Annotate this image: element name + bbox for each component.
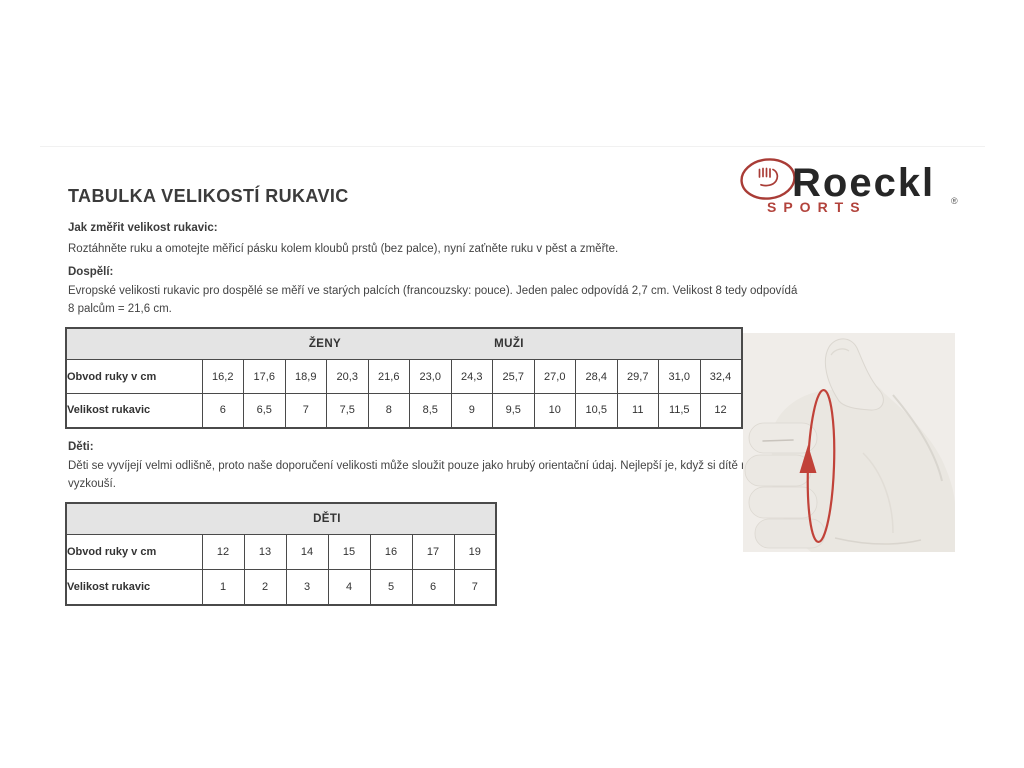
row-label-circumference: Obvod ruky v cm bbox=[65, 534, 203, 570]
adult-size-value: 12 bbox=[699, 393, 743, 428]
child-circumference-value: 14 bbox=[285, 534, 329, 570]
children-size-row: Velikost rukavic 1 2 3 4 5 6 7 bbox=[65, 569, 497, 605]
row-label-glove-size: Velikost rukavic bbox=[65, 393, 203, 428]
adult-circumference-value: 27,0 bbox=[533, 359, 576, 394]
adult-circumference-value: 20,3 bbox=[326, 359, 369, 394]
children-heading: Děti: bbox=[68, 441, 94, 453]
adult-size-value: 7,5 bbox=[326, 393, 369, 428]
sports-subtitle-text: SPORTS bbox=[767, 199, 867, 215]
men-group-label: MUŽI bbox=[494, 338, 524, 350]
children-circumference-row: Obvod ruky v cm 12 13 14 15 16 17 19 bbox=[65, 534, 497, 570]
women-group-label: ŽENY bbox=[308, 338, 342, 350]
row-label-glove-size: Velikost rukavic bbox=[65, 569, 203, 605]
adult-circumference-value: 17,6 bbox=[243, 359, 286, 394]
child-size-value: 3 bbox=[285, 569, 329, 605]
adult-size-value: 6 bbox=[201, 393, 244, 428]
adult-circumference-value: 18,9 bbox=[284, 359, 327, 394]
adult-circumference-value: 31,0 bbox=[658, 359, 701, 394]
children-text-line1: Děti se vyvíjejí velmi odlišně, proto na… bbox=[68, 460, 784, 472]
child-size-value: 1 bbox=[201, 569, 245, 605]
child-size-value: 6 bbox=[411, 569, 455, 605]
adult-circumference-value: 16,2 bbox=[201, 359, 244, 394]
adult-size-value: 10,5 bbox=[575, 393, 618, 428]
roeckl-hand-oval-icon bbox=[740, 158, 796, 200]
adult-circumference-value: 23,0 bbox=[409, 359, 452, 394]
adults-text-line1: Evropské velikosti rukavic pro dospělé s… bbox=[68, 285, 798, 297]
adult-circumference-value: 24,3 bbox=[450, 359, 493, 394]
child-circumference-value: 17 bbox=[411, 534, 455, 570]
adult-size-value: 6,5 bbox=[243, 393, 286, 428]
adults-text-line2: 8 palcům = 21,6 cm. bbox=[68, 303, 172, 315]
adult-size-value: 11 bbox=[616, 393, 659, 428]
adult-circumference-value: 32,4 bbox=[699, 359, 743, 394]
adult-size-value: 8 bbox=[367, 393, 410, 428]
hand-back-shape bbox=[771, 382, 955, 552]
child-size-value: 7 bbox=[453, 569, 497, 605]
children-text-line2: vyzkouší. bbox=[68, 478, 116, 490]
adult-circumference-value: 29,7 bbox=[616, 359, 659, 394]
child-circumference-value: 16 bbox=[369, 534, 413, 570]
adult-table-group-header: ŽENY MUŽI bbox=[65, 327, 743, 360]
child-circumference-value: 15 bbox=[327, 534, 371, 570]
registered-trademark-symbol: ® bbox=[951, 196, 958, 206]
adult-size-value: 9,5 bbox=[492, 393, 535, 428]
adult-circumference-value: 21,6 bbox=[367, 359, 410, 394]
adult-size-value: 9 bbox=[450, 393, 493, 428]
adult-size-value: 11,5 bbox=[658, 393, 701, 428]
adult-size-value: 8,5 bbox=[409, 393, 452, 428]
child-circumference-value: 19 bbox=[453, 534, 497, 570]
thumb-shape bbox=[824, 338, 884, 411]
page-title: TABULKA VELIKOSTÍ RUKAVIC bbox=[68, 186, 349, 206]
child-circumference-value: 12 bbox=[201, 534, 245, 570]
children-group-label: DĚTI bbox=[313, 513, 341, 525]
measure-instructions: Roztáhněte ruku a omotejte měřicí pásku … bbox=[68, 243, 619, 255]
measuring-loop-annotation bbox=[799, 388, 836, 544]
adult-size-row: Velikost rukavic 6 6,5 7 7,5 8 8,5 9 9,5… bbox=[65, 393, 743, 428]
child-circumference-value: 13 bbox=[243, 534, 287, 570]
roeckl-brand-text: Roeckl bbox=[792, 161, 935, 205]
row-label-circumference: Obvod ruky v cm bbox=[65, 359, 203, 394]
adult-size-value: 10 bbox=[533, 393, 576, 428]
adult-size-table: ŽENY MUŽI Obvod ruky v cm 16,2 17,6 18,9… bbox=[65, 327, 743, 429]
children-table-group-header: DĚTI bbox=[65, 502, 497, 535]
adult-circumference-row: Obvod ruky v cm 16,2 17,6 18,9 20,3 21,6… bbox=[65, 359, 743, 394]
content-top-divider bbox=[40, 146, 985, 147]
children-size-table: DĚTI Obvod ruky v cm 12 13 14 15 16 17 1… bbox=[65, 502, 497, 606]
roeckl-logo-graphic: Roeckl ® SPORTS bbox=[740, 158, 958, 215]
roeckl-sports-logo: Roeckl ® SPORTS bbox=[738, 156, 978, 218]
measure-direction-arrow-icon bbox=[799, 445, 817, 473]
child-size-value: 4 bbox=[327, 569, 371, 605]
hand-measure-illustration bbox=[743, 333, 955, 552]
hand-measure-figure bbox=[743, 333, 955, 552]
child-size-value: 2 bbox=[243, 569, 287, 605]
measure-heading: Jak změřit velikost rukavic: bbox=[68, 222, 218, 234]
adult-size-value: 7 bbox=[284, 393, 327, 428]
adults-heading: Dospělí: bbox=[68, 266, 114, 278]
child-size-value: 5 bbox=[369, 569, 413, 605]
adult-circumference-value: 25,7 bbox=[492, 359, 535, 394]
adult-circumference-value: 28,4 bbox=[575, 359, 618, 394]
